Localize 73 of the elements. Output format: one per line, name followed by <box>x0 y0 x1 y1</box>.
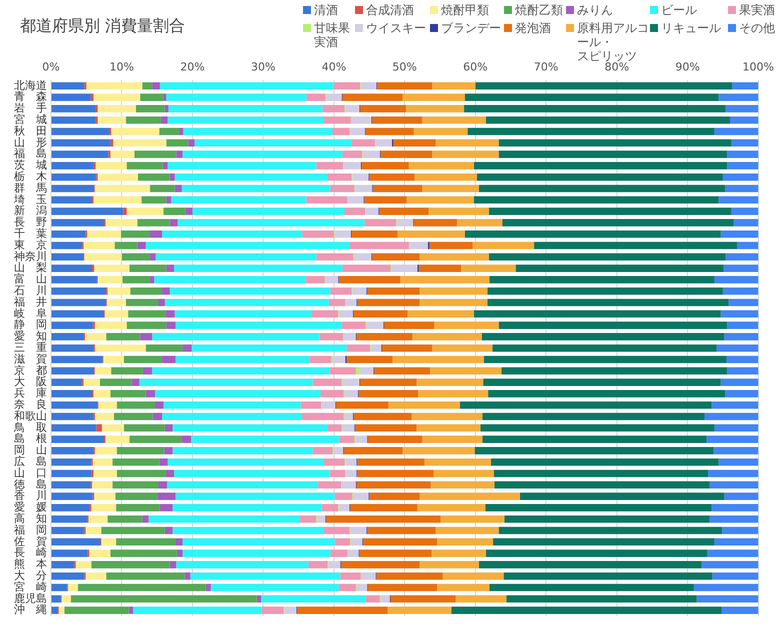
y-tick-label: 富 山 <box>14 272 47 286</box>
y-tick-label: 岩 手 <box>14 102 47 115</box>
y-tick-label: 島 根 <box>14 432 47 446</box>
legend-label: ビール <box>661 3 697 17</box>
y-tick-label: 愛 媛 <box>14 500 47 514</box>
legend-label: リキュール <box>661 21 721 35</box>
y-tick-label: 新 潟 <box>14 204 47 218</box>
y-tick-label: 宮 崎 <box>14 580 47 594</box>
y-tick-label: 神奈川 <box>14 250 47 263</box>
y-tick-label: 山 口 <box>14 466 47 480</box>
y-tick-label: 福 岡 <box>14 523 47 536</box>
y-tick-label: 奈 良 <box>14 398 47 411</box>
y-tick-label: 徳 島 <box>14 478 47 491</box>
y-tick-label: 茨 城 <box>14 158 47 172</box>
y-tick-label: 大 分 <box>14 568 47 582</box>
x-tick-label: 90% <box>675 60 700 74</box>
y-tick-label: 熊 本 <box>14 558 47 571</box>
legend-label: 焼酎乙類 <box>515 3 563 17</box>
y-tick-label: 和歌山 <box>14 409 47 422</box>
y-tick-label: 千 葉 <box>14 226 47 240</box>
chart-title: 都道府県別 消費量割合 <box>20 16 186 37</box>
y-tick-label: 山 形 <box>14 136 47 149</box>
y-tick-label: 山 梨 <box>14 261 47 274</box>
x-tick-label: 0% <box>42 60 60 74</box>
x-tick-label: 80% <box>604 60 630 74</box>
x-tick-label: 20% <box>180 60 205 74</box>
legend-label: 原料用アルコール・スピリッツ <box>577 21 650 63</box>
y-tick-label: 三 重 <box>14 340 47 354</box>
y-tick-label: 埼 玉 <box>13 192 47 206</box>
y-tick-label: 宮 城 <box>14 112 47 126</box>
y-tick-label: 兵 庫 <box>14 386 47 400</box>
legend-label: 発泡酒 <box>515 21 551 35</box>
x-tick-label: 30% <box>250 60 276 74</box>
x-tick-label: 60% <box>463 60 488 74</box>
y-tick-label: 岐 阜 <box>14 306 47 320</box>
y-tick-label: 静 岡 <box>14 318 47 332</box>
x-tick-label: 70% <box>534 60 558 74</box>
legend-label: 焼酎甲類 <box>441 3 489 17</box>
legend-label: 清酒 <box>314 3 338 17</box>
legend-label: ブランデー <box>441 21 501 35</box>
y-tick-label: 石 川 <box>14 284 47 297</box>
legend-label: 甘味果実酒 <box>314 21 351 49</box>
y-tick-label: 鹿児島 <box>14 592 47 605</box>
y-tick-label: 佐 賀 <box>14 534 47 548</box>
y-tick-label: 群 馬 <box>14 181 47 194</box>
y-tick-label: 福 島 <box>14 147 47 160</box>
y-tick-label: 大 阪 <box>14 375 47 388</box>
y-tick-label: 高 知 <box>14 512 47 525</box>
x-tick-label: 100% <box>742 60 774 74</box>
y-tick-label: 滋 賀 <box>14 352 47 366</box>
y-tick-label: 沖 縄 <box>14 603 47 616</box>
legend-label: ウイスキー <box>366 21 426 35</box>
y-tick-label: 長 野 <box>14 216 47 229</box>
x-tick-label: 10% <box>110 60 134 74</box>
x-tick-label: 50% <box>392 60 417 74</box>
y-tick-label: 香 川 <box>14 489 47 502</box>
y-tick-label: 広 島 <box>14 454 47 468</box>
y-tick-label: 鳥 取 <box>13 420 47 434</box>
legend-label: 果実酒 <box>739 3 775 17</box>
y-tick-label: 京 都 <box>14 364 47 377</box>
y-tick-label: 愛 知 <box>14 330 47 343</box>
y-tick-label: 福 井 <box>14 295 47 308</box>
legend-label: 合成清酒 <box>366 3 414 17</box>
legend-label: みりん <box>577 3 613 17</box>
y-tick-label: 栃 木 <box>14 170 47 183</box>
y-tick-label: 東 京 <box>14 238 47 252</box>
y-tick-label: 岡 山 <box>14 444 47 457</box>
y-tick-label: 長 崎 <box>14 546 47 560</box>
y-tick-label: 青 森 <box>14 90 47 104</box>
y-tick-label: 秋 田 <box>14 124 47 138</box>
x-tick-label: 40% <box>322 60 346 74</box>
y-tick-label: 北海道 <box>14 78 47 92</box>
legend-label: その他 <box>739 21 775 35</box>
